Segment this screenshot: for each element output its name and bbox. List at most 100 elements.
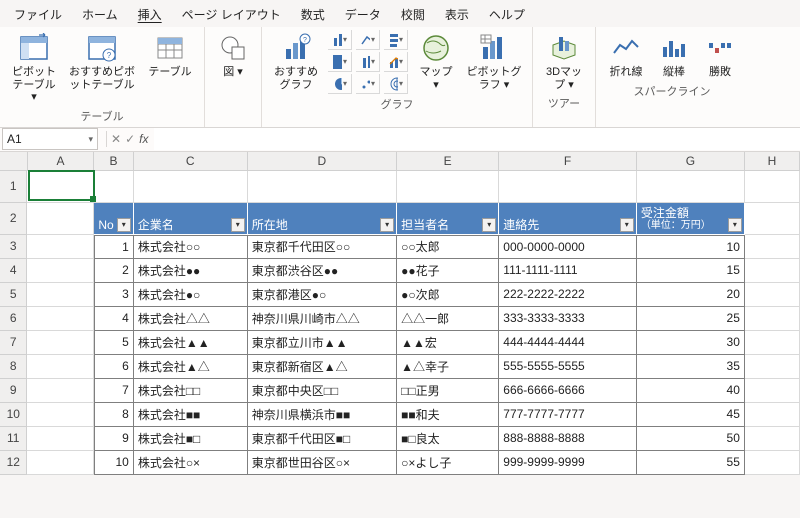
- cell-A11[interactable]: [27, 427, 94, 451]
- cell-A2[interactable]: [27, 203, 94, 235]
- cell-C7[interactable]: 株式会社▲▲: [134, 331, 248, 355]
- cell-H10[interactable]: [745, 403, 800, 427]
- col-header-E[interactable]: E: [397, 152, 499, 170]
- filter-contact-button[interactable]: ▾: [482, 218, 496, 232]
- cell-G4[interactable]: 15: [637, 259, 745, 283]
- cell-C9[interactable]: 株式会社□□: [134, 379, 248, 403]
- row-header-2[interactable]: 2: [0, 203, 27, 235]
- cell-C5[interactable]: 株式会社●○: [134, 283, 248, 307]
- cell-C11[interactable]: 株式会社■□: [134, 427, 248, 451]
- cell-H12[interactable]: [745, 451, 800, 475]
- cell-H4[interactable]: [745, 259, 800, 283]
- menu-data[interactable]: データ: [335, 2, 391, 27]
- maps-button[interactable]: マップ ▾: [414, 30, 458, 93]
- cell-F8[interactable]: 555-5555-5555: [499, 355, 637, 379]
- cell-E6[interactable]: △△一郎: [397, 307, 499, 331]
- cell-B6[interactable]: 4: [94, 307, 133, 331]
- cell-D6[interactable]: 神奈川県川崎市△△: [248, 307, 397, 331]
- chart-scatter-button[interactable]: ▾: [356, 74, 380, 94]
- cell-B12[interactable]: 10: [94, 451, 133, 475]
- col-header-B[interactable]: B: [94, 152, 133, 170]
- row-header-6[interactable]: 6: [0, 307, 27, 331]
- col-header-G[interactable]: G: [637, 152, 745, 170]
- table-header-contact[interactable]: 担当者名▾: [397, 203, 499, 235]
- col-header-F[interactable]: F: [499, 152, 637, 170]
- cell-D8[interactable]: 東京都新宿区▲△: [248, 355, 397, 379]
- cell-D5[interactable]: 東京都港区●○: [248, 283, 397, 307]
- cell-F1[interactable]: [499, 171, 637, 203]
- cell-G7[interactable]: 30: [637, 331, 745, 355]
- cell-H7[interactable]: [745, 331, 800, 355]
- cell-B8[interactable]: 6: [94, 355, 133, 379]
- cell-H9[interactable]: [745, 379, 800, 403]
- cell-D12[interactable]: 東京都世田谷区○×: [248, 451, 397, 475]
- sparkline-line-button[interactable]: 折れ線: [604, 30, 648, 81]
- menu-insert[interactable]: 挿入: [128, 2, 172, 27]
- cell-E12[interactable]: ○×よし子: [397, 451, 499, 475]
- cell-B10[interactable]: 8: [94, 403, 133, 427]
- chart-line-button[interactable]: ▾: [356, 30, 380, 50]
- cell-G5[interactable]: 20: [637, 283, 745, 307]
- cell-A9[interactable]: [27, 379, 94, 403]
- cell-A10[interactable]: [27, 403, 94, 427]
- cell-G8[interactable]: 35: [637, 355, 745, 379]
- illustrations-button[interactable]: 図 ▾: [213, 30, 253, 81]
- col-header-D[interactable]: D: [248, 152, 397, 170]
- fx-icon[interactable]: fx: [139, 132, 148, 146]
- cell-E3[interactable]: ○○太郎: [397, 235, 499, 259]
- cell-H11[interactable]: [745, 427, 800, 451]
- cell-F9[interactable]: 666-6666-6666: [499, 379, 637, 403]
- cell-E7[interactable]: ▲▲宏: [397, 331, 499, 355]
- cell-B9[interactable]: 7: [94, 379, 133, 403]
- row-header-10[interactable]: 10: [0, 403, 27, 427]
- table-button[interactable]: テーブル: [144, 30, 196, 81]
- filter-amount-button[interactable]: ▾: [728, 218, 742, 232]
- pivot-chart-button[interactable]: ピボットグラフ ▾: [464, 30, 524, 93]
- enter-icon[interactable]: ✓: [125, 132, 135, 146]
- cancel-icon[interactable]: ✕: [111, 132, 121, 146]
- chart-bar-button[interactable]: ▾: [384, 30, 408, 50]
- filter-tel-button[interactable]: ▾: [620, 218, 634, 232]
- 3d-map-button[interactable]: 3Dマップ ▾: [541, 30, 587, 93]
- filter-location-button[interactable]: ▾: [380, 218, 394, 232]
- menu-formulas[interactable]: 数式: [291, 2, 335, 27]
- table-header-tel[interactable]: 連絡先▾: [499, 203, 637, 235]
- cell-D9[interactable]: 東京都中央区□□: [248, 379, 397, 403]
- cell-A12[interactable]: [27, 451, 94, 475]
- select-all-button[interactable]: [0, 152, 28, 170]
- chart-statistic-button[interactable]: ▾: [356, 52, 380, 72]
- cell-F12[interactable]: 999-9999-9999: [499, 451, 637, 475]
- cell-C4[interactable]: 株式会社●●: [134, 259, 248, 283]
- cell-B3[interactable]: 1: [94, 235, 133, 259]
- cell-A6[interactable]: [27, 307, 94, 331]
- cell-G9[interactable]: 40: [637, 379, 745, 403]
- cell-A4[interactable]: [27, 259, 94, 283]
- cell-F11[interactable]: 888-8888-8888: [499, 427, 637, 451]
- cell-G10[interactable]: 45: [637, 403, 745, 427]
- cell-D10[interactable]: 神奈川県横浜市■■: [248, 403, 397, 427]
- cell-C6[interactable]: 株式会社△△: [134, 307, 248, 331]
- cell-A5[interactable]: [27, 283, 94, 307]
- table-header-company[interactable]: 企業名▾: [134, 203, 248, 235]
- cell-A3[interactable]: [27, 235, 94, 259]
- chart-column-button[interactable]: ▾: [328, 30, 352, 50]
- col-header-A[interactable]: A: [28, 152, 95, 170]
- recommended-pivot-button[interactable]: ? おすすめピボットテーブル: [66, 30, 138, 93]
- cell-E9[interactable]: □□正男: [397, 379, 499, 403]
- row-header-4[interactable]: 4: [0, 259, 27, 283]
- filter-no-button[interactable]: ▾: [117, 218, 131, 232]
- cell-G11[interactable]: 50: [637, 427, 745, 451]
- table-header-no[interactable]: No▾: [94, 203, 133, 235]
- cell-E8[interactable]: ▲△幸子: [397, 355, 499, 379]
- cell-A7[interactable]: [27, 331, 94, 355]
- sparkline-winloss-button[interactable]: 勝敗: [700, 30, 740, 81]
- menu-help[interactable]: ヘルプ: [479, 2, 535, 27]
- cell-E5[interactable]: ●○次郎: [397, 283, 499, 307]
- cell-E11[interactable]: ■□良太: [397, 427, 499, 451]
- cell-C8[interactable]: 株式会社▲△: [134, 355, 248, 379]
- cell-D11[interactable]: 東京都千代田区■□: [248, 427, 397, 451]
- cell-B7[interactable]: 5: [94, 331, 133, 355]
- row-header-8[interactable]: 8: [0, 355, 27, 379]
- cell-E4[interactable]: ●●花子: [397, 259, 499, 283]
- pivot-table-button[interactable]: ピボットテーブル ▾: [8, 30, 60, 106]
